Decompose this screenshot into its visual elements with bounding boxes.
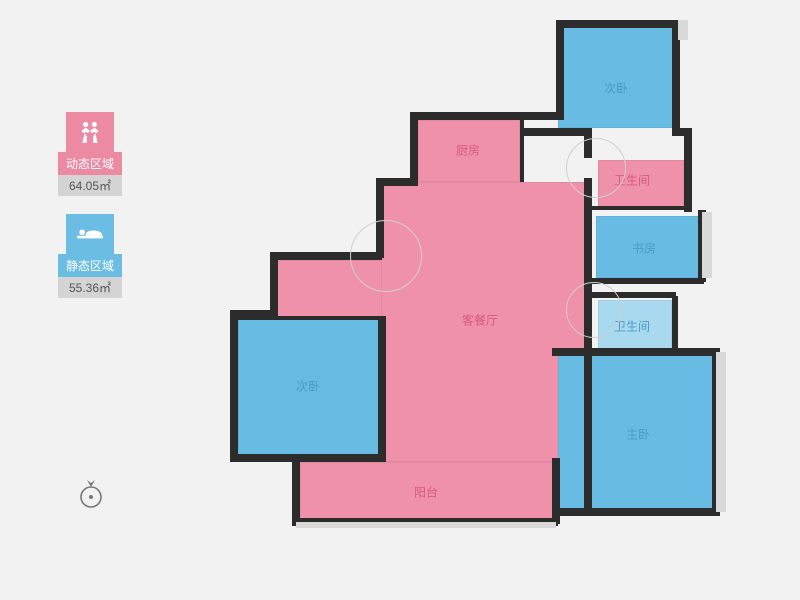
balcony-frame (296, 522, 556, 528)
room-balcony (300, 462, 554, 522)
sleep-icon (66, 214, 114, 254)
wall-seg (672, 296, 678, 354)
wall-seg (238, 316, 384, 320)
wall-seg (588, 278, 704, 284)
room-kitchen (418, 120, 520, 182)
wall-seg (684, 128, 692, 212)
room-sec-bedroom-left (238, 316, 382, 456)
wall-seg (410, 112, 418, 184)
door-arc (566, 282, 622, 338)
wall-seg (292, 458, 300, 524)
window-frame (702, 212, 712, 278)
legend-static: 静态区域 55.36㎡ (58, 214, 122, 298)
room-living (380, 182, 588, 462)
wall-seg (230, 310, 238, 460)
wall-seg (524, 128, 588, 136)
legend-dynamic-value: 64.05㎡ (58, 175, 122, 196)
wall-seg (588, 206, 688, 210)
wall-seg (556, 20, 564, 120)
wall-seg (270, 252, 278, 316)
legend-panel: 动态区域 64.05㎡ 静态区域 55.36㎡ (58, 112, 122, 316)
wall-seg (230, 454, 384, 462)
floor-plan: 次卧厨房卫生间书房卫生间客餐厅次卧主卧阳台 (200, 20, 760, 580)
room-study (596, 216, 700, 278)
people-icon (66, 112, 114, 152)
window-frame (716, 352, 726, 512)
legend-dynamic-label: 动态区域 (58, 152, 122, 175)
door-arc (566, 138, 626, 198)
wall-seg (584, 178, 592, 508)
legend-dynamic: 动态区域 64.05㎡ (58, 112, 122, 196)
legend-static-label: 静态区域 (58, 254, 122, 277)
wall-seg (410, 112, 560, 120)
legend-static-value: 55.36㎡ (58, 277, 122, 298)
wall-seg (556, 20, 678, 28)
wall-seg (552, 348, 720, 356)
compass-icon (78, 478, 104, 515)
room-master-bedroom (558, 354, 714, 514)
door-arc (350, 220, 422, 292)
wall-seg (552, 508, 720, 516)
wall-seg (378, 316, 386, 458)
window-frame (678, 20, 688, 40)
room-sec-bedroom-top (558, 20, 676, 128)
